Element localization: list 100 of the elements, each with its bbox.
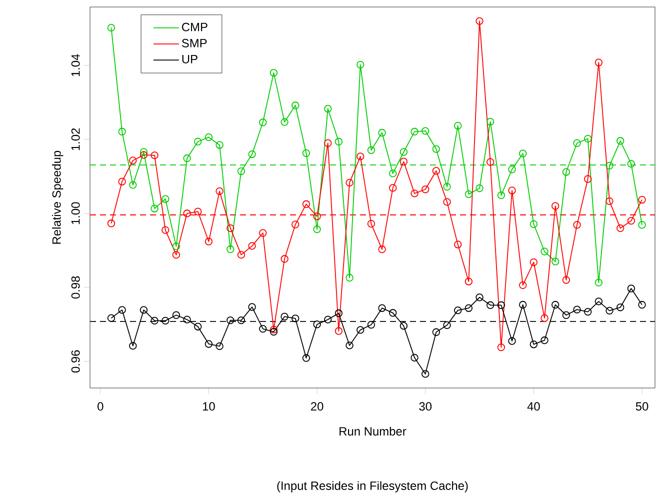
point bbox=[183, 154, 191, 162]
point bbox=[573, 139, 581, 147]
point bbox=[172, 250, 180, 259]
y-tick-label: 1.04 bbox=[71, 54, 80, 76]
text: (Input Resides in Filesystem Cache) bbox=[277, 481, 468, 492]
point bbox=[476, 17, 484, 25]
point bbox=[552, 258, 560, 266]
point bbox=[627, 160, 636, 168]
point bbox=[216, 141, 224, 149]
point bbox=[248, 242, 256, 250]
point bbox=[226, 316, 234, 324]
point bbox=[270, 326, 278, 334]
point bbox=[226, 245, 234, 254]
point bbox=[464, 278, 473, 286]
point bbox=[486, 301, 494, 309]
point bbox=[432, 328, 440, 336]
point bbox=[454, 306, 462, 314]
point bbox=[464, 304, 473, 312]
point bbox=[422, 370, 430, 378]
point bbox=[237, 167, 246, 176]
point bbox=[594, 58, 603, 66]
point bbox=[280, 118, 288, 126]
point bbox=[454, 122, 462, 130]
point bbox=[540, 336, 548, 344]
point bbox=[194, 208, 202, 216]
point bbox=[616, 304, 624, 312]
point bbox=[150, 204, 158, 212]
point bbox=[540, 248, 548, 256]
point bbox=[443, 321, 451, 329]
point bbox=[400, 148, 408, 156]
point bbox=[552, 300, 560, 309]
point bbox=[552, 202, 560, 210]
point bbox=[464, 190, 473, 198]
point bbox=[638, 196, 646, 204]
point bbox=[606, 306, 614, 315]
point bbox=[118, 306, 126, 314]
point bbox=[172, 311, 180, 319]
point bbox=[530, 258, 538, 266]
point bbox=[367, 320, 376, 329]
point bbox=[378, 128, 386, 137]
point bbox=[107, 24, 116, 32]
point bbox=[237, 250, 246, 259]
point bbox=[530, 340, 538, 348]
point bbox=[638, 300, 646, 309]
point bbox=[259, 324, 267, 333]
point bbox=[129, 156, 137, 164]
x-tick-label: 50 bbox=[636, 402, 648, 411]
point bbox=[107, 314, 116, 322]
point bbox=[292, 102, 300, 110]
x-tick-label: 30 bbox=[419, 402, 432, 411]
x-tick-label: 20 bbox=[310, 402, 324, 411]
point bbox=[638, 221, 646, 229]
point bbox=[334, 327, 343, 335]
point bbox=[562, 311, 570, 319]
point bbox=[356, 326, 364, 334]
point bbox=[497, 343, 506, 352]
point bbox=[584, 134, 592, 143]
point bbox=[204, 238, 213, 246]
point bbox=[280, 255, 288, 263]
legend-label: SMP bbox=[182, 38, 207, 48]
point bbox=[508, 337, 516, 345]
point bbox=[302, 354, 310, 362]
point bbox=[410, 128, 418, 136]
point bbox=[562, 168, 570, 176]
point bbox=[594, 278, 603, 286]
point bbox=[237, 316, 246, 324]
point bbox=[476, 294, 484, 302]
point bbox=[346, 274, 354, 282]
point bbox=[530, 220, 538, 228]
legend-label: CMP bbox=[182, 22, 208, 32]
point bbox=[389, 170, 397, 178]
point bbox=[162, 226, 170, 234]
point bbox=[627, 284, 636, 292]
point bbox=[346, 342, 354, 350]
point bbox=[194, 138, 202, 146]
point bbox=[367, 220, 376, 228]
point bbox=[584, 175, 592, 183]
point bbox=[432, 167, 440, 175]
point bbox=[422, 186, 430, 194]
point bbox=[454, 240, 462, 248]
point bbox=[519, 281, 527, 290]
point bbox=[627, 216, 636, 225]
point bbox=[367, 146, 376, 154]
point bbox=[486, 158, 494, 166]
point bbox=[486, 118, 494, 126]
point bbox=[270, 68, 278, 77]
point bbox=[313, 225, 321, 234]
point bbox=[118, 178, 126, 186]
point bbox=[118, 128, 126, 136]
point bbox=[270, 328, 278, 336]
point bbox=[378, 304, 386, 312]
point bbox=[606, 162, 614, 170]
point bbox=[248, 303, 256, 311]
point bbox=[378, 245, 386, 254]
point bbox=[573, 221, 581, 229]
point bbox=[389, 184, 397, 192]
point bbox=[616, 224, 624, 232]
y-axis-title: Relative Speedup bbox=[52, 150, 64, 244]
point bbox=[443, 198, 451, 206]
point bbox=[292, 220, 300, 228]
